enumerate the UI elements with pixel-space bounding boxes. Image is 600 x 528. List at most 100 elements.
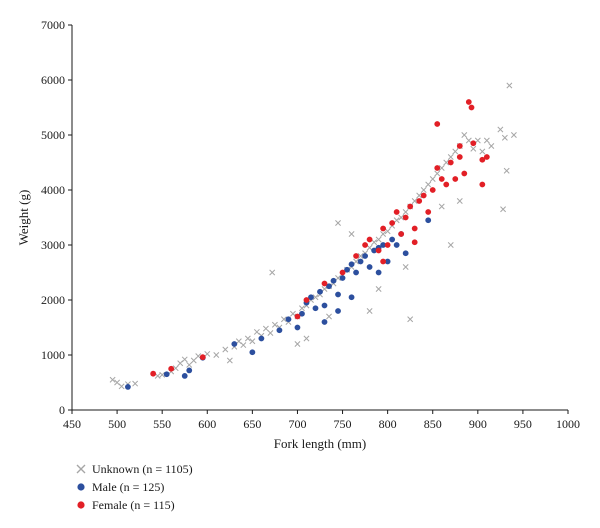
data-point-unknown [226, 357, 233, 364]
x-tick-label: 500 [108, 417, 126, 431]
data-point-unknown [262, 325, 269, 332]
data-point-female [456, 143, 463, 149]
data-point-unknown [353, 258, 360, 265]
x-tick-label: 700 [288, 417, 306, 431]
data-point-female [465, 99, 472, 105]
data-point-female [393, 209, 400, 215]
data-point-male [312, 305, 319, 312]
data-point-unknown [497, 126, 504, 133]
data-point-female [434, 121, 441, 127]
data-point-female [479, 181, 486, 188]
data-point-male [276, 327, 283, 334]
legend-item-male: Male (n = 125) [74, 478, 193, 496]
data-point-unknown [434, 170, 441, 177]
data-point-male [344, 266, 350, 273]
data-point-unknown [479, 148, 486, 155]
data-point-male [353, 269, 359, 276]
data-point-unknown [438, 203, 445, 210]
data-point-unknown [393, 217, 400, 224]
red-dot-icon [74, 498, 88, 512]
data-point-female [398, 231, 405, 237]
data-point-female [339, 269, 346, 276]
data-point-unknown [299, 305, 305, 312]
data-point-male [330, 277, 337, 284]
data-point-female [407, 203, 414, 210]
data-point-male [258, 335, 265, 342]
x-tick-label: 1000 [556, 417, 580, 431]
data-point-unknown [213, 352, 220, 358]
data-point-unknown [186, 361, 193, 368]
data-point-female [425, 209, 432, 215]
x-tick-label: 850 [424, 417, 442, 431]
data-point-unknown [294, 341, 301, 347]
data-point-unknown [375, 236, 382, 243]
y-tick-label: 2000 [41, 293, 65, 307]
data-point-female [416, 198, 423, 204]
data-point-male [321, 319, 328, 325]
data-point-female [429, 187, 436, 193]
data-point-unknown [303, 335, 310, 342]
series-2 [150, 99, 490, 377]
data-point-unknown [132, 380, 139, 387]
data-point-unknown [375, 286, 382, 292]
x-tick-label: 900 [469, 417, 487, 431]
data-point-male [294, 324, 301, 331]
data-point-female [411, 225, 418, 232]
data-point-male [366, 264, 373, 270]
data-point-female [483, 154, 490, 160]
data-point-unknown [269, 269, 276, 276]
data-point-male [393, 242, 400, 248]
data-point-unknown [118, 383, 125, 390]
data-point-male [335, 291, 341, 298]
legend-item-female: Female (n = 115) [74, 496, 193, 514]
data-point-female [353, 253, 359, 259]
x-tick-label: 950 [514, 417, 532, 431]
data-point-unknown [357, 253, 364, 259]
data-point-female [362, 242, 368, 248]
data-point-male [389, 236, 396, 243]
series-1 [125, 217, 432, 390]
data-point-female [199, 354, 206, 361]
data-point-unknown [425, 181, 432, 188]
ticks: 450 500 550 600 650 700 750 800 850 900 950 1000 0 10… [41, 18, 580, 431]
data-point-unknown [465, 137, 472, 144]
data-point-female [380, 258, 387, 265]
x-tick-label: 550 [153, 417, 171, 431]
data-point-unknown [503, 167, 510, 174]
axes [71, 25, 568, 411]
data-point-unknown [159, 371, 166, 378]
data-point-female [438, 176, 445, 182]
data-point-female [294, 313, 301, 320]
legend-label-male: Male (n = 125) [92, 480, 165, 494]
data-point-male [402, 250, 409, 257]
data-point-unknown [181, 356, 188, 363]
data-point-unknown [447, 154, 454, 160]
data-point-female [389, 220, 396, 226]
data-point-unknown [335, 275, 341, 281]
data-point-unknown [312, 294, 319, 301]
legend-label-female: Female (n = 115) [92, 498, 175, 512]
data-point-male [380, 242, 387, 248]
data-point-unknown [500, 206, 507, 213]
data-point-unknown [470, 145, 477, 152]
plot-area [109, 82, 517, 390]
series-0 [109, 82, 517, 390]
data-point-male [181, 373, 188, 379]
x-axis-label: Fork length (mm) [274, 436, 366, 451]
data-point-unknown [429, 176, 436, 182]
data-point-unknown [240, 342, 247, 349]
y-tick-label: 4000 [41, 183, 65, 197]
data-point-unknown [172, 365, 179, 372]
data-point-male [163, 371, 170, 378]
data-point-unknown [321, 286, 328, 292]
data-point-unknown [335, 220, 341, 226]
y-tick-label: 5000 [41, 128, 65, 142]
data-point-female [470, 140, 477, 147]
data-point-unknown [501, 134, 508, 141]
data-point-unknown [280, 316, 287, 323]
data-point-female [366, 236, 373, 243]
data-point-unknown [244, 335, 251, 342]
data-point-unknown [348, 231, 355, 237]
data-point-male [335, 308, 341, 314]
